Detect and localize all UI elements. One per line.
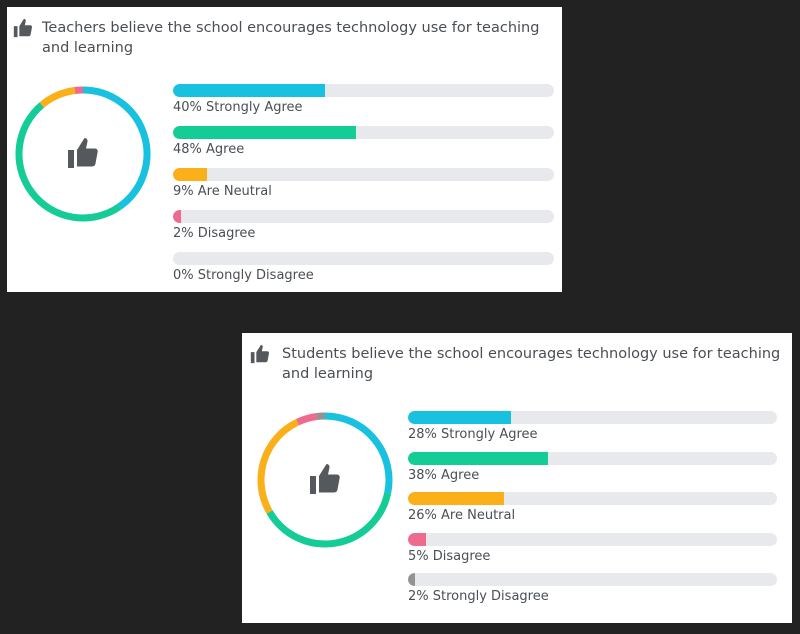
bar-label: 26% Are Neutral — [408, 508, 516, 523]
thumbs-up-icon — [13, 18, 33, 38]
bar-track — [408, 411, 777, 424]
bar-fill-strongly-agree — [173, 84, 326, 97]
thumbs-up-icon — [310, 464, 340, 494]
donut-segment-disagree — [295, 413, 318, 426]
donut-segment-disagree — [74, 86, 84, 94]
bar-label: 9% Are Neutral — [173, 184, 272, 199]
teachers-card: Teachers believe the school encourages t… — [7, 7, 562, 292]
bar-row-agree: 38% Agree — [408, 450, 777, 491]
bar-row-strongly-agree: 40% Strongly Agree — [173, 82, 554, 124]
card-title: Teachers believe the school encourages t… — [42, 20, 540, 56]
bar-track — [173, 168, 554, 181]
bar-track — [173, 252, 554, 265]
donut-chart — [257, 412, 393, 548]
bar-fill-agree — [173, 126, 356, 139]
bar-row-neutral: 9% Are Neutral — [173, 166, 554, 208]
bar-label: 0% Strongly Disagree — [173, 268, 314, 283]
bar-label: 2% Disagree — [173, 226, 256, 241]
bar-label: 2% Strongly Disagree — [408, 589, 549, 604]
bar-track — [173, 210, 554, 223]
students-card: Students believe the school encourages t… — [242, 333, 792, 623]
bar-fill-neutral — [173, 168, 208, 181]
bar-label: 28% Strongly Agree — [408, 427, 538, 442]
bar-fill-strongly-agree — [408, 411, 512, 424]
thumbs-up-icon — [250, 344, 270, 364]
bar-row-neutral: 26% Are Neutral — [408, 490, 777, 531]
bar-list: 28% Strongly Agree 38% Agree 26% Are Neu… — [408, 409, 777, 612]
donut-segment-strongly-agree — [82, 86, 151, 210]
bar-fill-agree — [408, 451, 549, 465]
bar-track — [173, 126, 554, 139]
bar-track — [173, 84, 554, 97]
bar-fill-disagree — [173, 210, 181, 223]
bar-track — [408, 492, 777, 505]
bar-list: 40% Strongly Agree 48% Agree 9% Are Neut… — [173, 82, 554, 292]
card-title: Students believe the school encourages t… — [282, 346, 781, 382]
bar-track — [408, 451, 777, 465]
bar-fill-strongly-disagree — [408, 573, 416, 586]
donut-segment-strongly-agree — [324, 412, 393, 494]
donut-segment-neutral — [257, 419, 300, 514]
bar-row-agree: 48% Agree — [173, 124, 554, 166]
thumbs-up-icon — [68, 138, 98, 168]
donut-segment-strongly-disagree — [316, 412, 326, 420]
bar-row-strongly-agree: 28% Strongly Agree — [408, 409, 777, 450]
bar-row-strongly-disagree: 2% Strongly Disagree — [408, 571, 777, 612]
bar-row-disagree: 5% Disagree — [408, 531, 777, 572]
bar-label: 40% Strongly Agree — [173, 100, 303, 115]
bar-row-disagree: 2% Disagree — [173, 208, 554, 250]
bar-row-strongly-disagree: 0% Strongly Disagree — [173, 250, 554, 292]
donut-chart — [15, 86, 151, 222]
bar-label: 5% Disagree — [408, 548, 491, 564]
bar-fill-neutral — [408, 492, 504, 505]
donut-segment-agree — [266, 492, 392, 548]
bar-fill-disagree — [408, 532, 427, 546]
bar-track — [408, 573, 777, 586]
donut-segment-agree — [15, 102, 122, 222]
bar-label: 48% Agree — [173, 142, 245, 157]
donut-segment-neutral — [39, 87, 76, 108]
bar-label: 38% Agree — [408, 467, 480, 483]
bar-track — [408, 532, 777, 546]
